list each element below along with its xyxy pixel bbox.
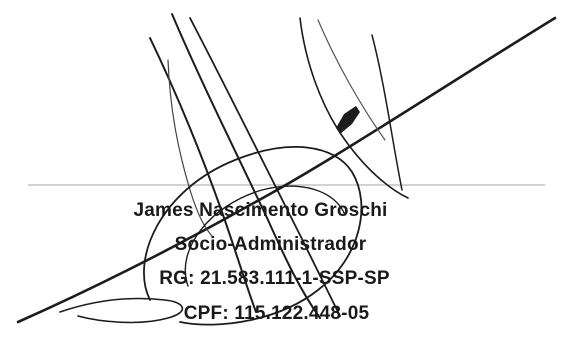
- ink-blot: [336, 106, 360, 134]
- signature-left-loop: [149, 37, 257, 313]
- signer-name: James Nascimento Groschi: [133, 200, 388, 221]
- signer-role: Socio-Administrador: [174, 234, 367, 255]
- signer-cpf: CPF: 115.122.448-05: [183, 303, 370, 324]
- signature-strokes: [16, 13, 557, 326]
- signature-diagonal-stroke: [16, 16, 557, 324]
- signer-rg: RG: 21.583.111-1-SSP-SP: [159, 268, 390, 289]
- signature-oval: [143, 146, 363, 326]
